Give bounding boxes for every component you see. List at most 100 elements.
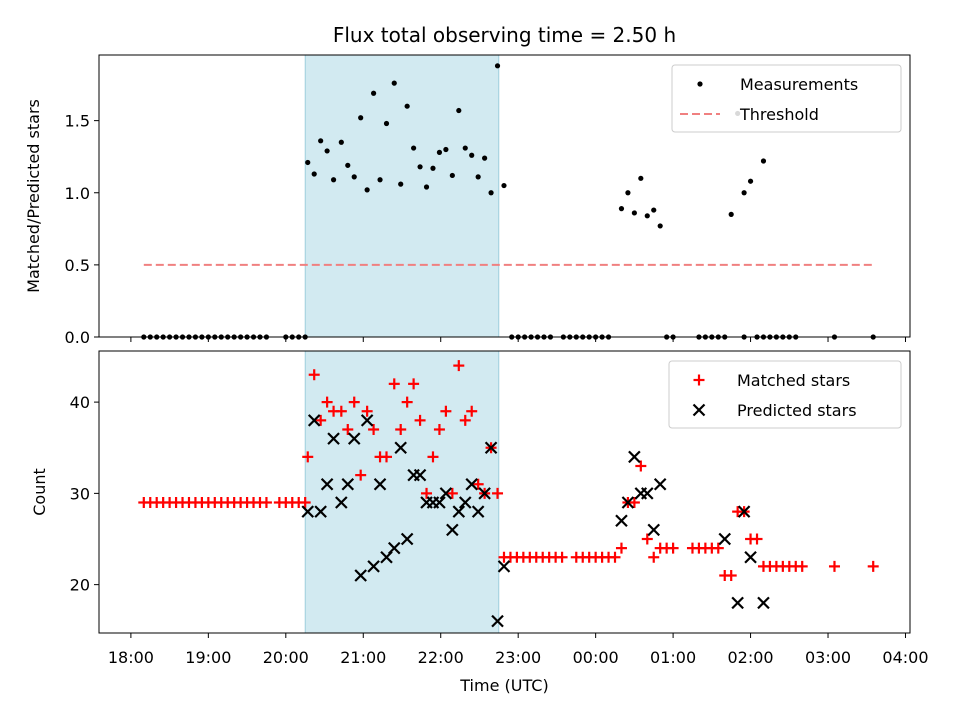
matched-star-point <box>421 487 433 499</box>
matched-star-point <box>712 542 724 554</box>
chart-title: Flux total observing time = 2.50 h <box>333 23 676 47</box>
ratio-axis-ticks: 0.0 0.5 1.0 1.5 <box>65 112 906 347</box>
count-legend: Matched stars Predicted stars <box>668 360 902 429</box>
predicted-star-point <box>647 523 661 537</box>
matched-star-point <box>725 570 737 582</box>
predicted-star-point <box>484 441 498 455</box>
legend-measurements-label: Measurements <box>740 75 858 94</box>
x-tick-label: 00:00 <box>573 648 619 667</box>
measurement-point <box>482 155 488 161</box>
matched-star-point <box>342 423 354 435</box>
measurement-point <box>456 107 462 114</box>
matched-star-points <box>138 360 879 582</box>
x-tick-label: 03:00 <box>805 648 851 667</box>
matched-star-point <box>828 560 840 572</box>
predicted-star-point <box>307 414 321 427</box>
matched-star-point <box>796 560 808 572</box>
count-panel: 18:00 19:00 20:00 21:00 22:00 23:00 00:00 01:00… <box>30 350 929 695</box>
predicted-star-point <box>354 569 367 582</box>
matched-star-point <box>361 405 373 417</box>
predicted-star-point <box>446 523 459 537</box>
measurement-point <box>305 159 311 166</box>
legend-x-glyph <box>692 403 706 417</box>
predicted-star-point <box>653 477 667 491</box>
matched-star-point <box>335 405 347 417</box>
measurement-point <box>370 90 377 96</box>
measurement-point <box>644 213 650 219</box>
measurement-point <box>358 115 364 121</box>
measurement-point <box>638 175 644 181</box>
matched-star-point <box>446 487 458 499</box>
matched-star-point <box>615 542 627 554</box>
count-axis-ticks: 18:00 19:00 20:00 21:00 22:00 23:00 00:00 01:00… <box>70 393 929 667</box>
x-tick-label: 19:00 <box>185 648 231 667</box>
measurement-point <box>311 171 317 177</box>
measurement-point <box>741 190 747 196</box>
matched-star-point <box>453 360 465 372</box>
measurement-point <box>760 158 767 164</box>
measurement-point <box>631 210 637 216</box>
matched-star-point <box>628 496 640 508</box>
measurement-point <box>469 152 475 158</box>
measurement-point <box>345 162 351 168</box>
measurement-point <box>318 138 324 144</box>
predicted-star-point <box>327 432 340 445</box>
matched-star-point <box>315 414 327 426</box>
matched-star-point <box>308 369 320 381</box>
ratio-legend: Measurements Threshold <box>671 64 902 133</box>
matched-star-point <box>414 414 426 426</box>
measurement-point <box>494 63 501 69</box>
measurement-point <box>747 178 754 184</box>
measurement-point <box>423 184 430 190</box>
matched-star-point <box>302 451 314 463</box>
matched-star-point <box>368 423 380 435</box>
matched-star-point <box>492 487 504 499</box>
legend-measurements-marker <box>697 81 703 87</box>
x-tick-label: 01:00 <box>650 648 696 667</box>
matched-star-point <box>433 423 445 435</box>
measurement-point <box>364 187 370 193</box>
predicted-star-point <box>335 496 348 509</box>
y-tick-label: 30 <box>70 484 90 503</box>
matched-star-point <box>355 469 367 481</box>
measurement-point <box>398 181 404 187</box>
ratio-y-axis-label: Matched/Predicted stars <box>24 99 43 293</box>
predicted-star-point <box>491 614 504 628</box>
measurement-point <box>449 172 455 179</box>
ratio-panel: 0.0 0.5 1.0 1.5 Flux total observing time =… <box>24 23 911 347</box>
measurement-point <box>436 149 443 155</box>
predicted-star-point <box>314 505 327 518</box>
predicted-star-point <box>621 496 635 509</box>
matched-star-point <box>667 542 679 554</box>
ratio-legend-box <box>671 64 902 133</box>
predicted-star-point <box>641 487 654 500</box>
predicted-star-point <box>452 505 466 518</box>
count-panel-frame <box>98 350 911 634</box>
measurement-point <box>351 174 357 180</box>
matched-star-point <box>427 451 439 463</box>
predicted-star-point <box>458 496 472 509</box>
matched-star-point <box>867 560 879 572</box>
measurement-point <box>430 165 436 171</box>
measurement-point <box>651 207 657 213</box>
matched-star-point <box>381 451 393 463</box>
x-tick-label: 20:00 <box>263 648 309 667</box>
matched-star-point <box>395 423 407 435</box>
legend-matched-marker <box>693 374 705 386</box>
legend-predicted-marker <box>692 403 706 417</box>
measurement-point <box>377 177 383 183</box>
predicted-star-point <box>413 468 427 482</box>
y-tick-label: 0.0 <box>65 328 90 347</box>
predicted-star-point <box>341 477 355 491</box>
predicted-star-point <box>367 560 380 573</box>
predicted-star-point <box>744 550 757 564</box>
predicted-star-point <box>347 432 361 445</box>
measurement-point <box>657 223 663 229</box>
predicted-star-point <box>497 560 511 573</box>
time-x-axis-label: Time (UTC) <box>459 676 548 695</box>
x-tick-label: 18:00 <box>108 648 154 667</box>
measurement-point <box>462 145 468 151</box>
matched-star-point <box>751 533 763 545</box>
matched-star-point <box>459 414 471 426</box>
